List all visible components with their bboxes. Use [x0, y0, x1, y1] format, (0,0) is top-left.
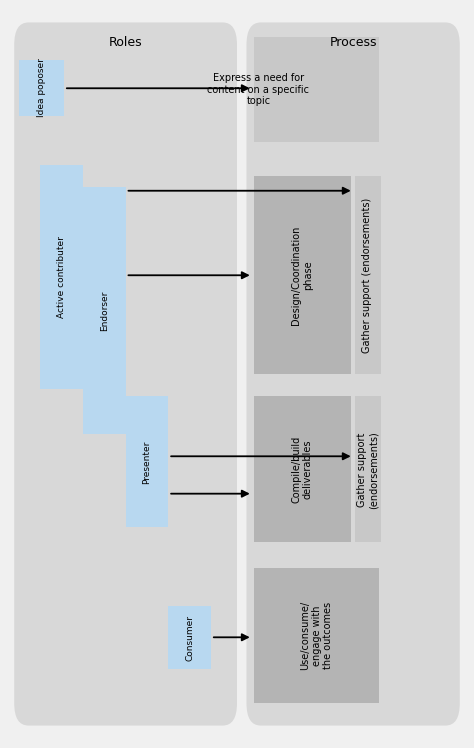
Bar — [40, 165, 83, 389]
Text: Gather support (endorsements): Gather support (endorsements) — [362, 197, 373, 353]
Text: Gather support
(endorsements): Gather support (endorsements) — [356, 431, 378, 509]
Text: Design/Coordination
phase: Design/Coordination phase — [291, 226, 313, 325]
Bar — [126, 396, 168, 527]
Text: Idea poposer: Idea poposer — [37, 58, 46, 117]
Bar — [254, 37, 379, 142]
Bar — [254, 396, 351, 542]
Bar — [254, 176, 351, 374]
Text: Active contributer: Active contributer — [57, 236, 66, 318]
Text: Endorser: Endorser — [100, 290, 109, 331]
FancyBboxPatch shape — [246, 22, 460, 726]
Text: Consumer: Consumer — [185, 615, 194, 660]
Bar — [19, 60, 64, 116]
Text: Presenter: Presenter — [143, 441, 151, 483]
Bar — [254, 568, 379, 703]
Bar — [168, 606, 211, 669]
Bar — [355, 176, 381, 374]
Text: Compile/build
deliverables: Compile/build deliverables — [291, 436, 313, 503]
Bar — [83, 187, 126, 434]
FancyBboxPatch shape — [14, 22, 237, 726]
Text: Use/consume/
engage with
the outcomes: Use/consume/ engage with the outcomes — [300, 601, 333, 670]
Bar — [355, 396, 381, 542]
Text: Process: Process — [329, 36, 377, 49]
Text: Roles: Roles — [109, 36, 142, 49]
Text: Express a need for
content on a specific
topic: Express a need for content on a specific… — [207, 73, 310, 106]
